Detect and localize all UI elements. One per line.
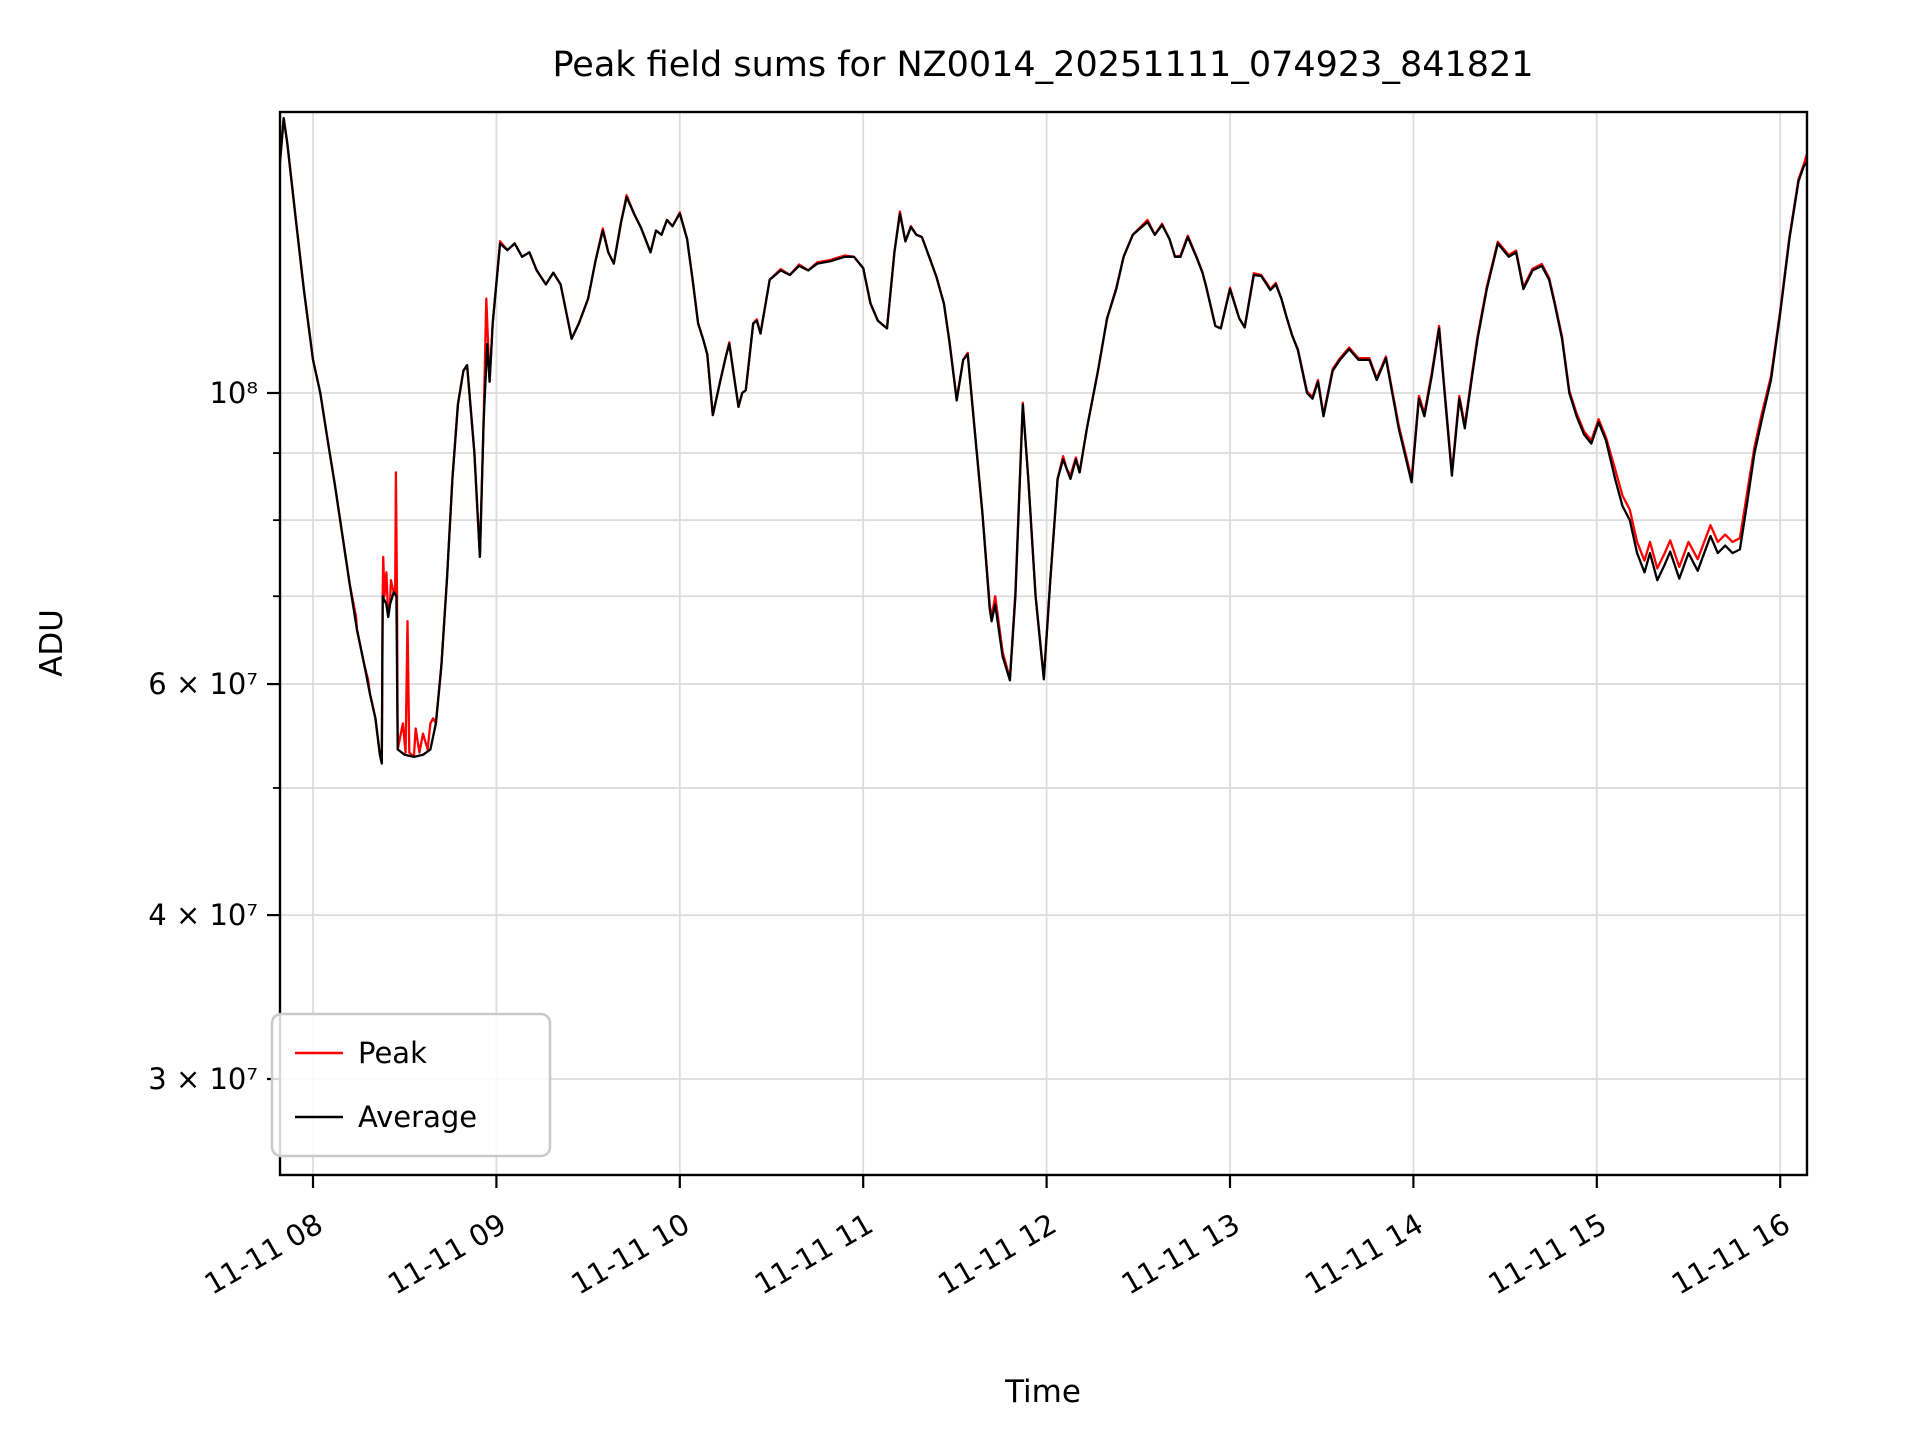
x-tick-labels: 11-11 08 11-11 09 11-11 10 11-11 11 11-11 12… (199, 1207, 1796, 1302)
chart-title: Peak field sums for NZ0014_20251111_0749… (552, 45, 1533, 85)
x-axis-label: Time (1004, 1374, 1081, 1410)
x-tick-label: 11-11 15 (1482, 1207, 1612, 1302)
y-tick-label: 3 × 10⁷ (148, 1062, 258, 1096)
axis-ticks (267, 391, 1782, 1188)
x-tick-label: 11-11 11 (749, 1207, 879, 1302)
x-tick-label: 11-11 09 (382, 1207, 512, 1302)
data-curves (280, 116, 1807, 765)
legend-label-average: Average (358, 1100, 477, 1134)
average-line (280, 116, 1807, 765)
y-axis-label: ADU (34, 609, 70, 677)
x-tick-label: 11-11 14 (1299, 1207, 1429, 1302)
plot-border (278, 110, 1809, 1177)
x-tick-label: 11-11 12 (932, 1207, 1062, 1302)
x-tick-label: 11-11 10 (565, 1207, 695, 1302)
x-tick-label: 11-11 16 (1666, 1207, 1796, 1302)
x-tick-label: 11-11 08 (199, 1207, 329, 1302)
y-tick-labels: 10⁸ 6 × 10⁷ 4 × 10⁷ 3 × 10⁷ (148, 376, 258, 1096)
legend: Peak Average (270, 1012, 552, 1158)
y-tick-label: 6 × 10⁷ (148, 667, 258, 701)
legend-label-peak: Peak (358, 1036, 427, 1070)
legend-box (270, 1012, 552, 1158)
y-tick-label: 4 × 10⁷ (148, 898, 258, 932)
plot-spines (278, 110, 1809, 1177)
x-tick-label: 11-11 13 (1116, 1207, 1246, 1302)
y-tick-label: 10⁸ (209, 376, 258, 410)
